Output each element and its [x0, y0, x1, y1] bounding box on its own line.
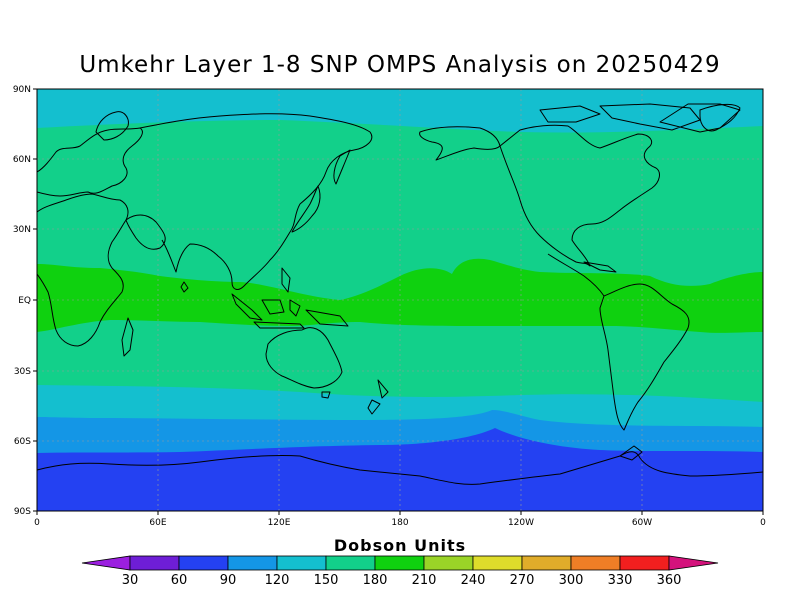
- antarctic-peninsula-coastline: [619, 445, 643, 461]
- colorbar-segment: [129, 555, 180, 571]
- lat-label-30s: 30S: [14, 367, 31, 377]
- colorbar-segment: [325, 555, 376, 571]
- colorbar-segment: [423, 555, 474, 571]
- sri-lanka-coastline: [180, 281, 189, 293]
- africa-coastline: [37, 193, 129, 347]
- colorbar-tick-label: 240: [461, 573, 486, 588]
- colorbar-tick-label: 60: [171, 573, 188, 588]
- lat-label-90n: 90N: [13, 85, 31, 95]
- colorbar-tick-label: 270: [510, 573, 535, 588]
- indonesia-coastline: [231, 293, 349, 329]
- colorbar-segment: [472, 555, 523, 571]
- new-zealand-coastline: [367, 379, 389, 415]
- lon-label-0-left: 0: [34, 518, 40, 528]
- map-title: Umkehr Layer 1-8 SNP OMPS Analysis on 20…: [79, 52, 721, 78]
- colorbar-tick-label: 360: [657, 573, 682, 588]
- arctic-islands-coastline: [539, 103, 741, 133]
- asia-coastline: [139, 113, 373, 290]
- madagascar-coastline: [121, 317, 134, 357]
- colorbar-segment: [619, 555, 670, 571]
- colorbar-tick-label: 330: [608, 573, 633, 588]
- north-america-coastline: [499, 124, 660, 267]
- colorbar-segment-high: [668, 555, 719, 571]
- colorbar-tick-label: 300: [559, 573, 584, 588]
- philippines-coastline: [281, 267, 291, 293]
- colorbar-segment: [276, 555, 327, 571]
- lat-label-eq: EQ: [18, 296, 31, 306]
- colorbar-tick-label: 180: [363, 573, 388, 588]
- colorbar-tick-label: 210: [412, 573, 437, 588]
- ozone-field: [37, 89, 763, 511]
- greenland-coastline: [699, 103, 741, 132]
- colorbar-tick-label: 120: [265, 573, 290, 588]
- colorbar-segment: [570, 555, 621, 571]
- coastlines: [37, 103, 763, 485]
- lat-tick-marks: [33, 88, 37, 512]
- colorbar-segment: [227, 555, 278, 571]
- colorbar-tick-label: 90: [220, 573, 237, 588]
- lon-label-120e: 120E: [268, 518, 291, 528]
- lat-tick-labels: 90N 60N 30N EQ 30S 60S 90S: [13, 85, 31, 517]
- colorbar-segment: [521, 555, 572, 571]
- kamchatka-coastline: [333, 149, 351, 185]
- lon-label-60w: 60W: [632, 518, 652, 528]
- grid-lines: [37, 89, 763, 511]
- units-label: Dobson Units: [333, 536, 467, 555]
- lon-label-180: 180: [391, 518, 408, 528]
- colorbar-segment-low: [81, 555, 131, 571]
- cuba-coastline: [583, 261, 617, 273]
- lon-tick-marks: [36, 511, 764, 515]
- colorbar-tick-label: 150: [314, 573, 339, 588]
- lat-label-60n: 60N: [13, 155, 31, 165]
- lon-label-60e: 60E: [149, 518, 166, 528]
- lat-label-30n: 30N: [13, 225, 31, 235]
- lon-label-120w: 120W: [508, 518, 534, 528]
- lat-label-60s: 60S: [14, 437, 31, 447]
- alaska-coastline: [419, 126, 501, 161]
- europe-coastline: [37, 127, 143, 197]
- lat-label-90s: 90S: [14, 507, 31, 517]
- colorbar-tick-label: 30: [122, 573, 139, 588]
- lon-label-0-right: 0: [760, 518, 766, 528]
- colorbar-segment: [374, 555, 425, 571]
- colorbar-segment: [178, 555, 229, 571]
- south-america-coastline: [599, 283, 690, 431]
- tasmania-coastline: [321, 391, 331, 399]
- australia-coastline: [265, 327, 343, 389]
- lon-tick-labels: 0 60E 120E 180 120W 60W 0: [34, 518, 766, 528]
- antarctica-coastline: [37, 451, 763, 485]
- central-america-coastline: [547, 253, 605, 297]
- colorbar: 30 60 90 120 150 180 210 240 270 300 330 360: [81, 555, 719, 588]
- arabia-coastline: [125, 214, 166, 250]
- japan-coastline: [291, 185, 321, 233]
- scandinavia-coastline: [95, 111, 129, 141]
